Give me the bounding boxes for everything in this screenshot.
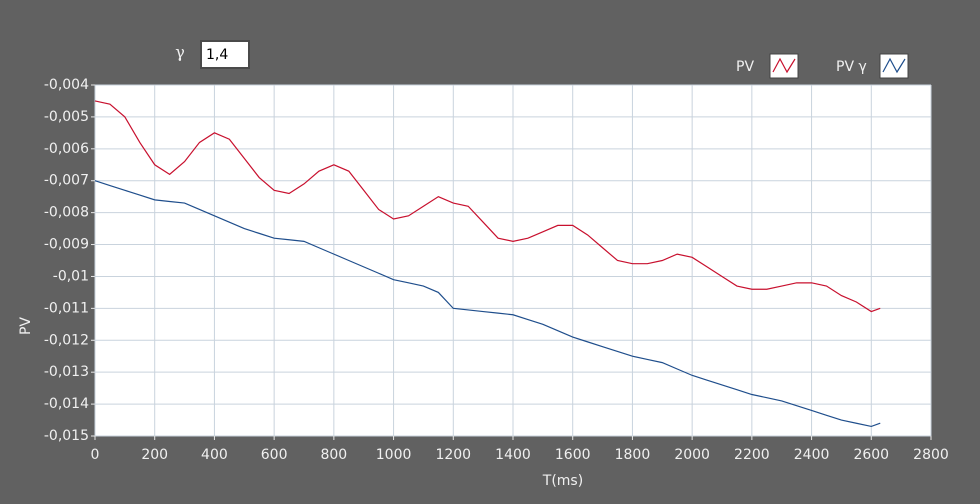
x-tick-label: 0 [91,447,100,463]
y-tick-label: -0,009 [44,237,89,253]
legend-line [882,57,906,74]
x-axis-label: T(ms) [542,473,583,489]
y-tick-label: -0,005 [44,109,89,125]
legend-label: PV [736,59,754,75]
gamma-label: γ [175,43,185,62]
x-tick-label: 800 [320,447,347,463]
x-tick-label: 200 [141,447,168,463]
y-tick-label: -0,01 [53,268,89,284]
x-tick-label: 2800 [913,447,949,463]
y-tick-label: -0,015 [44,428,89,444]
y-tick-label: -0,006 [44,141,89,157]
legend-item: PV [736,53,799,79]
x-tick-label: 2400 [794,447,830,463]
x-tick-label: 1200 [435,447,471,463]
series-line [94,180,881,428]
y-tick-label: -0,014 [44,396,89,412]
x-tick-label: 600 [261,447,288,463]
y-axis-label: PV [18,317,34,335]
y-tick-label: -0,007 [44,173,89,189]
y-tick-label: -0,008 [44,205,89,221]
x-tick-label: 1800 [615,447,651,463]
x-tick-label: 1600 [555,447,591,463]
y-tick-label: -0,013 [44,364,89,380]
legend-line [772,57,796,74]
y-tick-label: -0,004 [44,77,89,93]
series-line [94,100,881,313]
x-tick-label: 1000 [376,447,412,463]
x-tick-label: 1400 [495,447,531,463]
gamma-value[interactable]: 1,4 [206,47,228,63]
x-tick-label: 400 [201,447,228,463]
x-tick-label: 2200 [734,447,770,463]
legend-label: PV γ [836,59,867,75]
x-tick-label: 2000 [674,447,710,463]
y-tick-label: -0,011 [44,300,89,316]
y-tick-label: -0,012 [44,332,89,348]
x-tick-label: 2600 [853,447,889,463]
legend-item: PV γ [836,53,909,79]
gamma-input[interactable] [202,42,248,67]
